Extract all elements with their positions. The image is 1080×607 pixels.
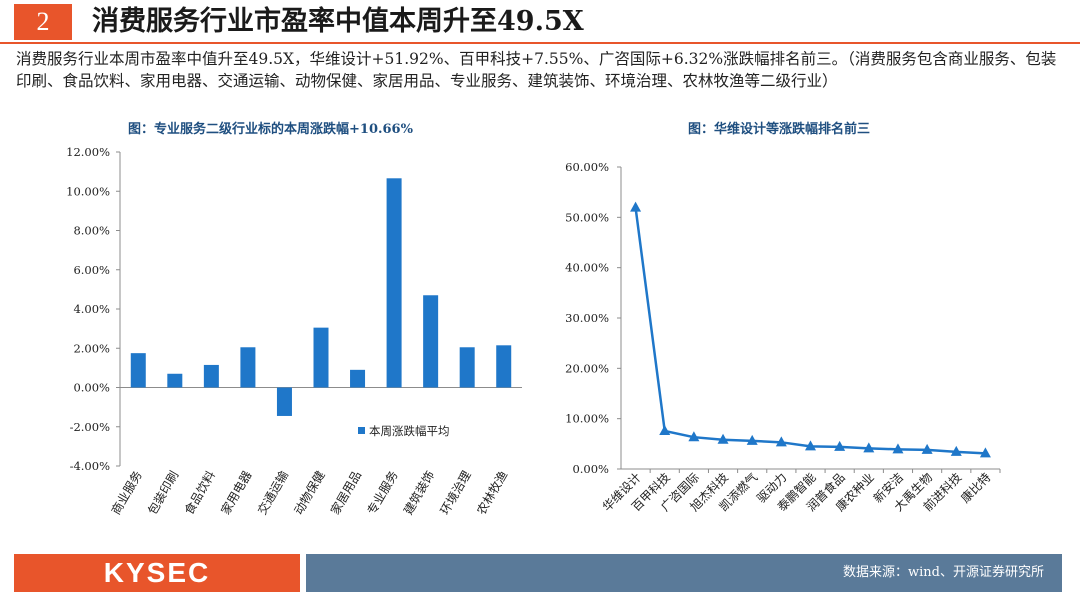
data-point [688,431,700,442]
bar [386,178,402,388]
y-tick-label: 4.00% [73,302,110,316]
series-line [634,207,986,455]
kysec-logo: KYSEC [14,554,300,592]
chart1-title: 图：专业服务二级行业标的本周涨跌幅+10.66% [128,122,413,137]
y-tick-label: 40.00% [565,261,609,275]
data-point [630,201,642,212]
bar [459,347,475,388]
y-tick-label: -4.00% [70,459,110,473]
header: 2 消费服务行业市盈率中值本周升至49.5X [0,0,1080,44]
logo-text: KYSEC [103,557,211,588]
data-point [746,434,758,445]
summary-text: 消费服务行业本周市盈率中值升至49.5X，华维设计+51.92%、百甲科技+7.… [16,50,1057,90]
bar [423,295,439,388]
data-point [717,433,729,444]
x-tick-label: 农林牧渔 [474,469,510,518]
bar [240,347,256,388]
y-tick-label: 20.00% [565,361,609,375]
page-title: 消费服务行业市盈率中值本周升至49.5X [92,6,584,37]
y-tick-label: 50.00% [565,210,609,224]
y-tick-label: 0.00% [572,462,609,476]
x-tick-label: 康比特 [957,470,993,506]
y-tick-label: 2.00% [73,341,110,355]
x-tick-label: 专业服务 [364,468,401,517]
y-tick-label: 0.00% [73,381,110,395]
chart2-title: 图：华维设计等涨跌幅排名前三 [688,122,871,137]
bar [130,353,146,388]
data-point [834,440,846,451]
legend-label: 本周涨跌幅平均 [369,424,450,438]
x-tick-label: 动物保健 [291,469,327,518]
bar [167,373,183,388]
industry-bar-chart: 12.00% 10.00% 8.00% 6.00% 4.00% 2.00% 0.00% -2.… [66,145,522,518]
data-point [863,442,875,453]
header-divider [0,42,1080,44]
bar [350,369,366,388]
data-point [775,436,787,447]
data-point [659,424,671,435]
y-tick-label: 10.00% [66,184,110,198]
bar [203,364,219,388]
y-tick-label: 60.00% [565,160,609,174]
data-point [805,440,816,451]
bar [313,327,329,388]
section-number-badge: 2 [14,4,72,40]
data-point [950,445,962,456]
data-point [921,443,933,454]
source-text: 数据来源：wind、开源证券研究所 [843,565,1044,580]
x-tick-label: 食品饮料 [181,468,218,517]
data-point [979,447,991,458]
y-tick-label: 6.00% [73,263,110,277]
y-tick-label: 12.00% [66,145,110,159]
source-bar: 数据来源：wind、开源证券研究所 [306,554,1062,592]
bar [276,387,292,416]
x-tick-label: 家用电器 [218,468,255,517]
x-tick-label: 环境治理 [437,468,474,517]
x-tick-label: 建筑装饰 [400,468,437,517]
x-tick-label: 包装印刷 [145,469,181,518]
y-tick-label: 30.00% [565,311,609,325]
y-tick-label: 10.00% [565,412,609,426]
bar [496,345,512,388]
data-point [892,443,904,454]
top-stocks-line-chart: 60.00% 50.00% 40.00% 30.00% 20.00% 10.00% 0.00… [565,160,1001,514]
x-tick-label: 交通运输 [254,468,291,517]
y-tick-label: 8.00% [73,224,110,238]
x-tick-label: 家居用品 [327,468,364,517]
y-tick-label: -2.00% [70,420,110,434]
x-tick-label: 商业服务 [108,468,145,517]
legend-swatch [358,427,365,434]
